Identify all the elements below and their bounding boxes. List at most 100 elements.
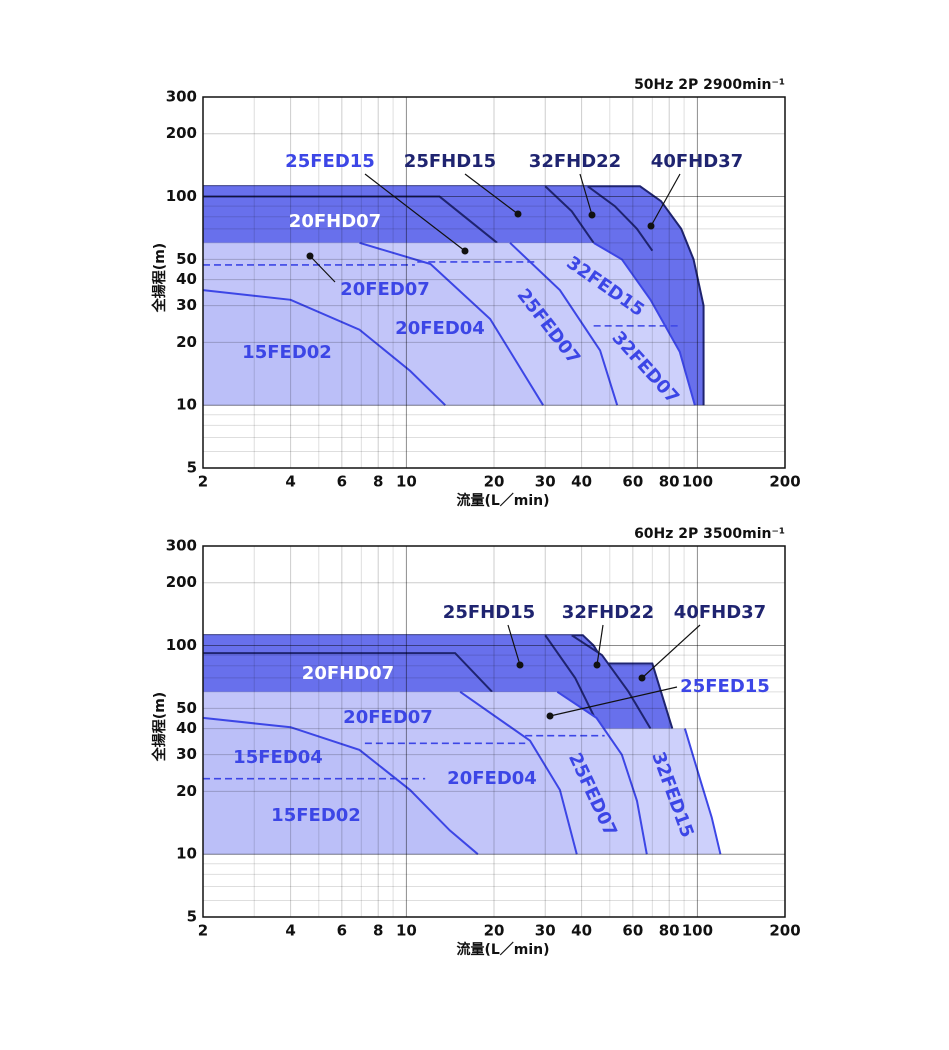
series-label: 40FHD37 [674, 602, 766, 623]
y-tick-label: 40 [176, 270, 197, 288]
leader-line [507, 624, 521, 666]
chart-panel: 2 4 6 8 10 20 30 40 60 80 100 200510203040501002003… [151, 526, 801, 958]
x-tick-label: 40 [571, 922, 592, 940]
y-tick-label: 20 [176, 782, 197, 800]
series-label: 25FHD15 [404, 151, 496, 172]
leader-line [650, 173, 681, 227]
y-tick-label: 200 [166, 573, 197, 591]
y-tick-label: 5 [187, 459, 197, 477]
y-tick-label: 30 [176, 296, 197, 314]
y-tick-label: 10 [176, 845, 197, 863]
curve [203, 195, 498, 244]
series-label: 15FED04 [233, 747, 323, 768]
x-tick-label: 100 [682, 473, 713, 491]
curve [459, 691, 578, 855]
leader-dot [514, 210, 522, 218]
curve [683, 728, 722, 855]
plot-frame [202, 96, 786, 469]
leader-line [309, 255, 336, 283]
curve [593, 241, 696, 406]
y-axis-label: 全揚程(m) [151, 692, 168, 762]
curve [556, 691, 648, 855]
x-tick-label: 80 [659, 922, 680, 940]
x-tick-label: 60 [622, 473, 643, 491]
series-label: 25FHD15 [443, 602, 535, 623]
leader-dot [647, 222, 655, 230]
x-tick-label: 4 [285, 922, 295, 940]
curve [203, 652, 493, 693]
leader-line [364, 173, 466, 252]
x-tick-label: 200 [769, 922, 800, 940]
x-tick-label: 2 [198, 473, 208, 491]
x-tick-label: 10 [396, 473, 417, 491]
series-label: 20FHD07 [302, 663, 394, 684]
x-tick-label: 80 [659, 473, 680, 491]
series-label: 40FHD37 [651, 151, 743, 172]
series-label: 15FED02 [271, 805, 361, 826]
curve [359, 241, 544, 406]
y-tick-label: 300 [166, 88, 197, 106]
y-tick-label: 50 [176, 250, 197, 268]
chart-title: 60Hz 2P 3500min⁻¹ [634, 526, 785, 542]
y-tick-label: 100 [166, 636, 197, 654]
region [203, 653, 493, 692]
x-tick-label: 30 [535, 473, 556, 491]
y-tick-label: 100 [166, 187, 197, 205]
y-tick-label: 200 [166, 124, 197, 142]
x-axis-label: 流量(L／min) [456, 492, 549, 509]
x-tick-label: 200 [769, 473, 800, 491]
series-label: 32FHD22 [562, 602, 654, 623]
region [203, 290, 446, 406]
x-tick-label: 30 [535, 922, 556, 940]
leader-dot [546, 712, 554, 720]
curve [509, 242, 619, 406]
x-tick-label: 20 [484, 922, 505, 940]
leader-line [464, 173, 519, 215]
leader-line [579, 173, 593, 216]
series-label: 25FED15 [680, 676, 770, 697]
leader-line [596, 624, 604, 666]
curve [202, 716, 479, 855]
y-tick-label: 20 [176, 333, 197, 351]
curve [544, 185, 595, 244]
series-label: 20FHD07 [289, 211, 381, 232]
chart-panel: 2 4 6 8 10 20 30 40 60 80 100 200510203040501002003… [151, 77, 801, 509]
x-tick-label: 60 [622, 922, 643, 940]
x-tick-label: 2 [198, 922, 208, 940]
series-label: 20FED04 [447, 768, 537, 789]
y-tick-label: 40 [176, 719, 197, 737]
x-tick-label: 8 [373, 473, 383, 491]
x-tick-label: 4 [285, 473, 295, 491]
x-tick-label: 20 [484, 473, 505, 491]
leader-dot [588, 211, 596, 219]
curve [587, 185, 654, 252]
curve [544, 634, 601, 730]
series-label: 20FED04 [395, 318, 485, 339]
x-tick-label: 8 [373, 922, 383, 940]
plot-frame [202, 545, 786, 918]
x-tick-label: 100 [682, 922, 713, 940]
curve [203, 185, 705, 406]
y-tick-label: 300 [166, 537, 197, 555]
curve [571, 634, 652, 730]
curve [202, 289, 446, 406]
leader-dot [516, 661, 524, 669]
leader-dot [638, 674, 646, 682]
series-label: 15FED02 [242, 342, 332, 363]
series-label: 32FHD22 [529, 151, 621, 172]
region [203, 196, 498, 243]
series-label: 25FED15 [285, 151, 375, 172]
y-tick-label: 10 [176, 396, 197, 414]
leader-dot [593, 661, 601, 669]
series-label: 20FED07 [343, 707, 433, 728]
x-tick-label: 40 [571, 473, 592, 491]
y-tick-label: 30 [176, 745, 197, 763]
x-axis-label: 流量(L／min) [456, 941, 549, 958]
chart-title: 50Hz 2P 2900min⁻¹ [634, 77, 785, 93]
x-tick-label: 10 [396, 922, 417, 940]
leader-dot [306, 252, 314, 260]
y-tick-label: 50 [176, 699, 197, 717]
y-axis-label: 全揚程(m) [151, 243, 168, 313]
x-tick-label: 6 [337, 473, 347, 491]
